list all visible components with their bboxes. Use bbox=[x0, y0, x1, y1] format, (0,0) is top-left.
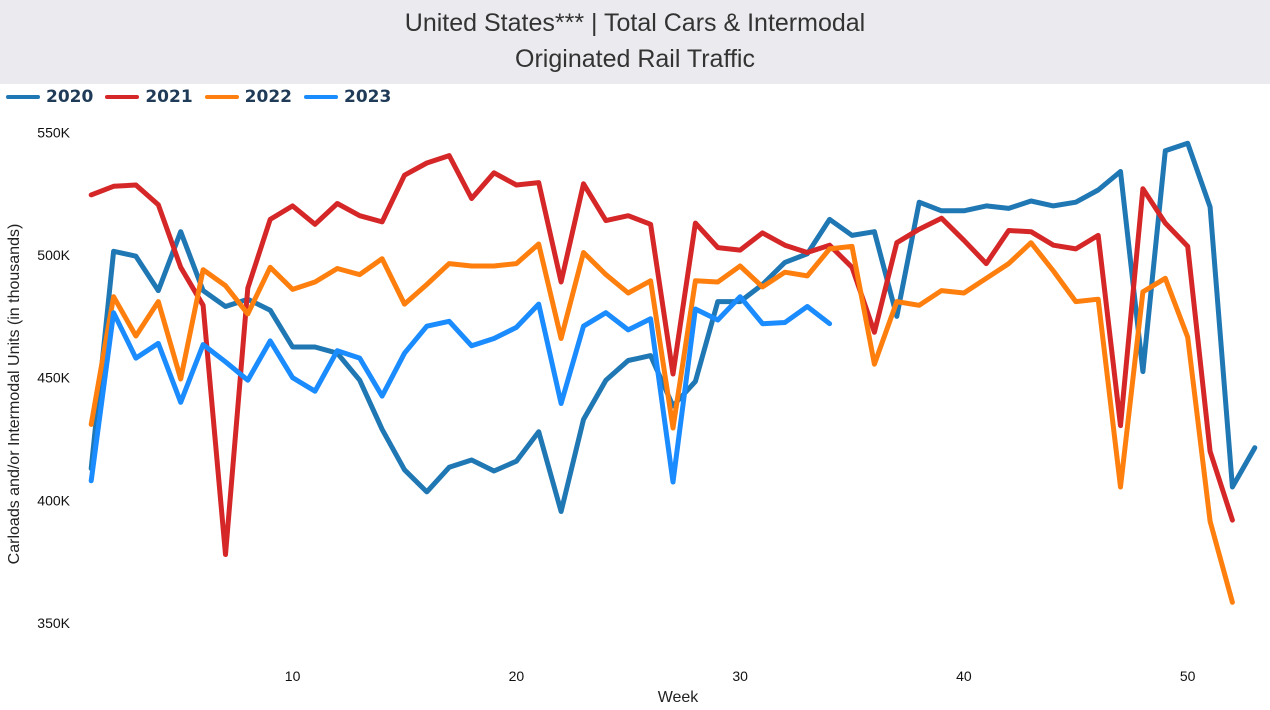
chart-legend: 2020 2021 2022 2023 bbox=[6, 86, 403, 108]
legend-item-2022[interactable]: 2022 bbox=[204, 87, 292, 107]
x-tick-label: 20 bbox=[509, 668, 525, 684]
chart-header: United States*** | Total Cars & Intermod… bbox=[0, 0, 1270, 84]
legend-swatch-2022 bbox=[204, 95, 239, 99]
y-tick-label: 500K bbox=[37, 247, 70, 263]
series-line-2022[interactable] bbox=[88, 240, 1235, 605]
legend-item-2023[interactable]: 2023 bbox=[303, 87, 392, 107]
legend-swatch-2023 bbox=[303, 95, 338, 99]
y-tick-label: 350K bbox=[37, 615, 70, 631]
y-axis-title: Carloads and/or Intermodal Units (in tho… bbox=[6, 224, 23, 565]
x-axis-ticks: 10 20 30 40 50 bbox=[285, 668, 1196, 684]
legend-item-2021[interactable]: 2021 bbox=[105, 87, 193, 107]
chart-subtitle: Originated Rail Traffic bbox=[515, 45, 755, 73]
series-lines bbox=[88, 140, 1258, 605]
legend-swatch-2020 bbox=[6, 95, 40, 99]
chart-title: United States*** | Total Cars & Intermod… bbox=[404, 9, 866, 37]
series-line-2023[interactable] bbox=[88, 294, 833, 485]
series-line-2021[interactable] bbox=[88, 153, 1235, 557]
legend-label-2022: 2022 bbox=[244, 87, 292, 107]
y-tick-label: 450K bbox=[37, 370, 70, 386]
legend-item-2020[interactable]: 2020 bbox=[6, 87, 93, 107]
y-tick-label: 400K bbox=[37, 492, 70, 508]
x-tick-label: 30 bbox=[732, 668, 748, 684]
y-tick-label: 550K bbox=[37, 124, 70, 140]
series-line-2020[interactable] bbox=[88, 140, 1258, 514]
x-tick-label: 50 bbox=[1180, 668, 1196, 684]
y-axis-ticks: 350K 400K 450K 500K 550K bbox=[37, 124, 70, 631]
legend-label-2020: 2020 bbox=[46, 87, 94, 107]
x-axis-title: Week bbox=[658, 689, 700, 706]
x-tick-label: 10 bbox=[285, 668, 301, 684]
legend-label-2023: 2023 bbox=[343, 87, 392, 107]
legend-label-2021: 2021 bbox=[145, 87, 193, 107]
legend-swatch-2021 bbox=[105, 95, 140, 99]
x-tick-label: 40 bbox=[956, 668, 972, 684]
